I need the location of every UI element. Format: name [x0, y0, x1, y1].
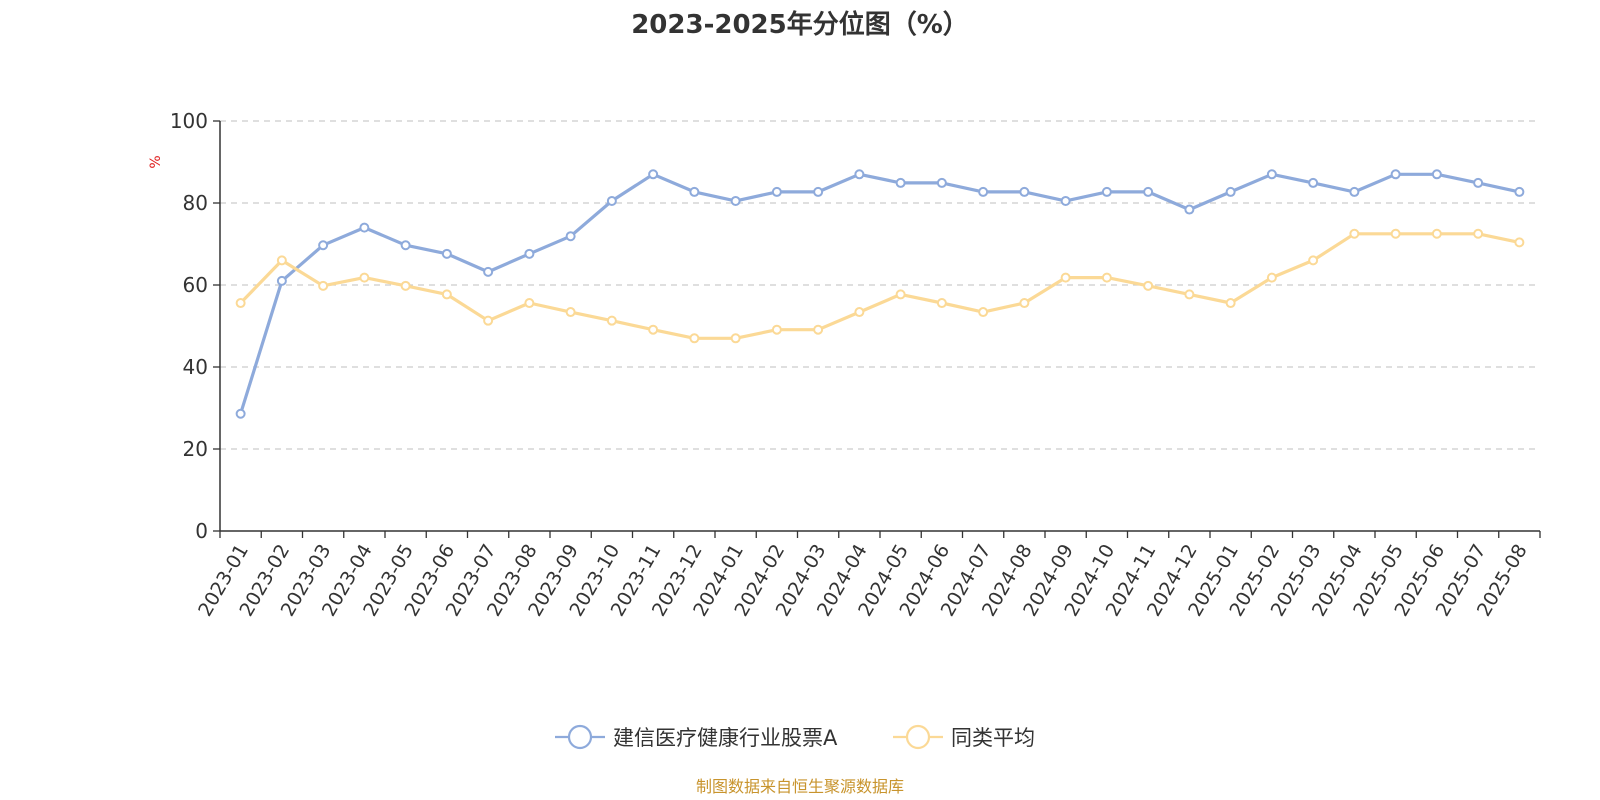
axes: 0204060801002023-012023-022023-032023-04… [170, 109, 1541, 620]
data-point [895, 177, 906, 188]
legend-item-1[interactable]: 同类平均 [893, 724, 1035, 750]
grid-lines [220, 120, 1540, 450]
data-point [730, 333, 741, 344]
series-group [235, 169, 1525, 419]
data-point [854, 169, 865, 180]
series-line [239, 172, 1520, 415]
data-point [1431, 169, 1442, 180]
data-point [1349, 186, 1360, 197]
data-point [1349, 228, 1360, 239]
data-point [483, 315, 494, 326]
y-tick-label: 40 [183, 355, 208, 379]
data-point [1019, 298, 1030, 309]
data-point [1473, 228, 1484, 239]
series-1 [235, 228, 1525, 344]
legend-item-0[interactable]: 建信医疗健康行业股票A [555, 724, 838, 750]
data-point [235, 408, 246, 419]
data-point [1514, 237, 1525, 248]
y-axis-unit-label: % [148, 155, 164, 168]
data-point [813, 186, 824, 197]
data-point [1225, 298, 1236, 309]
data-point [441, 289, 452, 300]
data-point [771, 324, 782, 335]
series-line [239, 232, 1520, 340]
data-point [1060, 195, 1071, 206]
data-point [978, 186, 989, 197]
data-point [1390, 228, 1401, 239]
data-point [565, 231, 576, 242]
data-point [771, 186, 782, 197]
data-point [1143, 280, 1154, 291]
data-point [565, 307, 576, 318]
data-point [276, 255, 287, 266]
data-point [400, 280, 411, 291]
data-point [606, 315, 617, 326]
legend-label: 建信医疗健康行业股票A [613, 726, 838, 750]
data-point [1266, 272, 1277, 283]
data-point [1143, 186, 1154, 197]
data-point [1308, 177, 1319, 188]
legend[interactable]: 建信医疗健康行业股票A 同类平均 [555, 724, 1035, 750]
data-point [1514, 186, 1525, 197]
y-tick-label: 80 [183, 191, 208, 215]
source-note: 制图数据来自恒生聚源数据库 [696, 777, 904, 796]
data-point [648, 169, 659, 180]
y-tick-label: 0 [195, 519, 208, 543]
data-point [359, 272, 370, 283]
data-point [1225, 186, 1236, 197]
data-point [978, 307, 989, 318]
data-point [1431, 228, 1442, 239]
data-point [936, 177, 947, 188]
data-point [936, 298, 947, 309]
data-point [524, 298, 535, 309]
data-point [606, 195, 617, 206]
legend-marker [905, 724, 931, 750]
data-point [318, 280, 329, 291]
data-point [648, 324, 659, 335]
y-tick-label: 60 [183, 273, 208, 297]
data-point [235, 298, 246, 309]
data-point [1390, 169, 1401, 180]
data-point [689, 186, 700, 197]
data-point [1308, 255, 1319, 266]
data-point [730, 195, 741, 206]
legend-label: 同类平均 [951, 726, 1035, 750]
data-point [359, 222, 370, 233]
data-point [1019, 186, 1030, 197]
data-point [689, 333, 700, 344]
data-point [441, 248, 452, 259]
chart-title: 2023-2025年分位图（%） [631, 9, 969, 40]
data-point [1060, 272, 1071, 283]
legend-marker [567, 724, 593, 750]
data-point [1101, 272, 1112, 283]
data-point [1184, 204, 1195, 215]
data-point [1473, 177, 1484, 188]
data-point [895, 289, 906, 300]
data-point [483, 266, 494, 277]
data-point [1184, 289, 1195, 300]
data-point [318, 240, 329, 251]
data-point [813, 324, 824, 335]
data-point [400, 240, 411, 251]
data-point [524, 248, 535, 259]
data-point [276, 275, 287, 286]
data-point [854, 307, 865, 318]
data-point [1266, 169, 1277, 180]
y-tick-label: 100 [170, 109, 208, 133]
y-tick-label: 20 [183, 437, 208, 461]
series-0 [235, 169, 1525, 419]
data-point [1101, 186, 1112, 197]
